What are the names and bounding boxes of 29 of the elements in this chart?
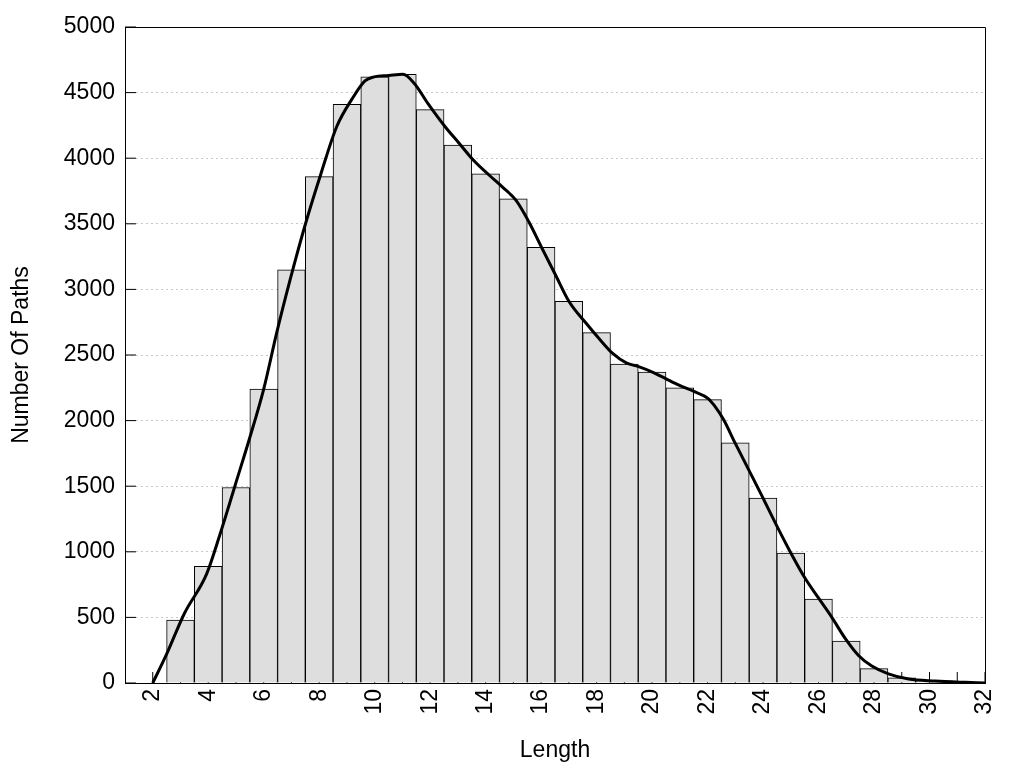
x-tick-label: 14 xyxy=(470,688,497,715)
x-tick-label: 30 xyxy=(914,689,941,715)
y-tick-label: 1500 xyxy=(63,471,115,498)
x-tick-label: 16 xyxy=(526,689,553,715)
x-tick-label: 22 xyxy=(692,689,719,715)
y-tick-label: 3500 xyxy=(63,209,115,236)
x-tick-label: 8 xyxy=(304,689,331,702)
y-tick-label: 500 xyxy=(76,602,115,629)
x-tick-label: 10 xyxy=(360,689,387,715)
x-tick-label: 28 xyxy=(859,689,886,715)
y-tick-label: 4500 xyxy=(63,77,115,104)
x-tick-label: 6 xyxy=(249,689,276,702)
x-tick-label: 32 xyxy=(970,689,997,715)
x-tick-label: 12 xyxy=(415,689,442,715)
y-axis-title: Number Of Paths xyxy=(7,266,34,444)
x-tick-label: 26 xyxy=(803,689,830,715)
y-tick-label: 1000 xyxy=(63,537,115,564)
x-tick-label: 2 xyxy=(138,689,165,702)
x-tick-label: 20 xyxy=(637,689,664,715)
y-tick-label: 2000 xyxy=(63,405,115,432)
y-tick-label: 0 xyxy=(102,668,115,695)
x-tick-label: 4 xyxy=(193,688,220,702)
y-tick-label: 4000 xyxy=(63,143,115,170)
x-tick-label: 18 xyxy=(581,689,608,715)
y-tick-label: 3000 xyxy=(63,274,115,301)
x-axis-title: Length xyxy=(519,735,591,762)
x-tick-label: 24 xyxy=(748,688,775,715)
y-tick-label: 2500 xyxy=(63,340,115,367)
y-tick-label: 5000 xyxy=(63,12,115,39)
